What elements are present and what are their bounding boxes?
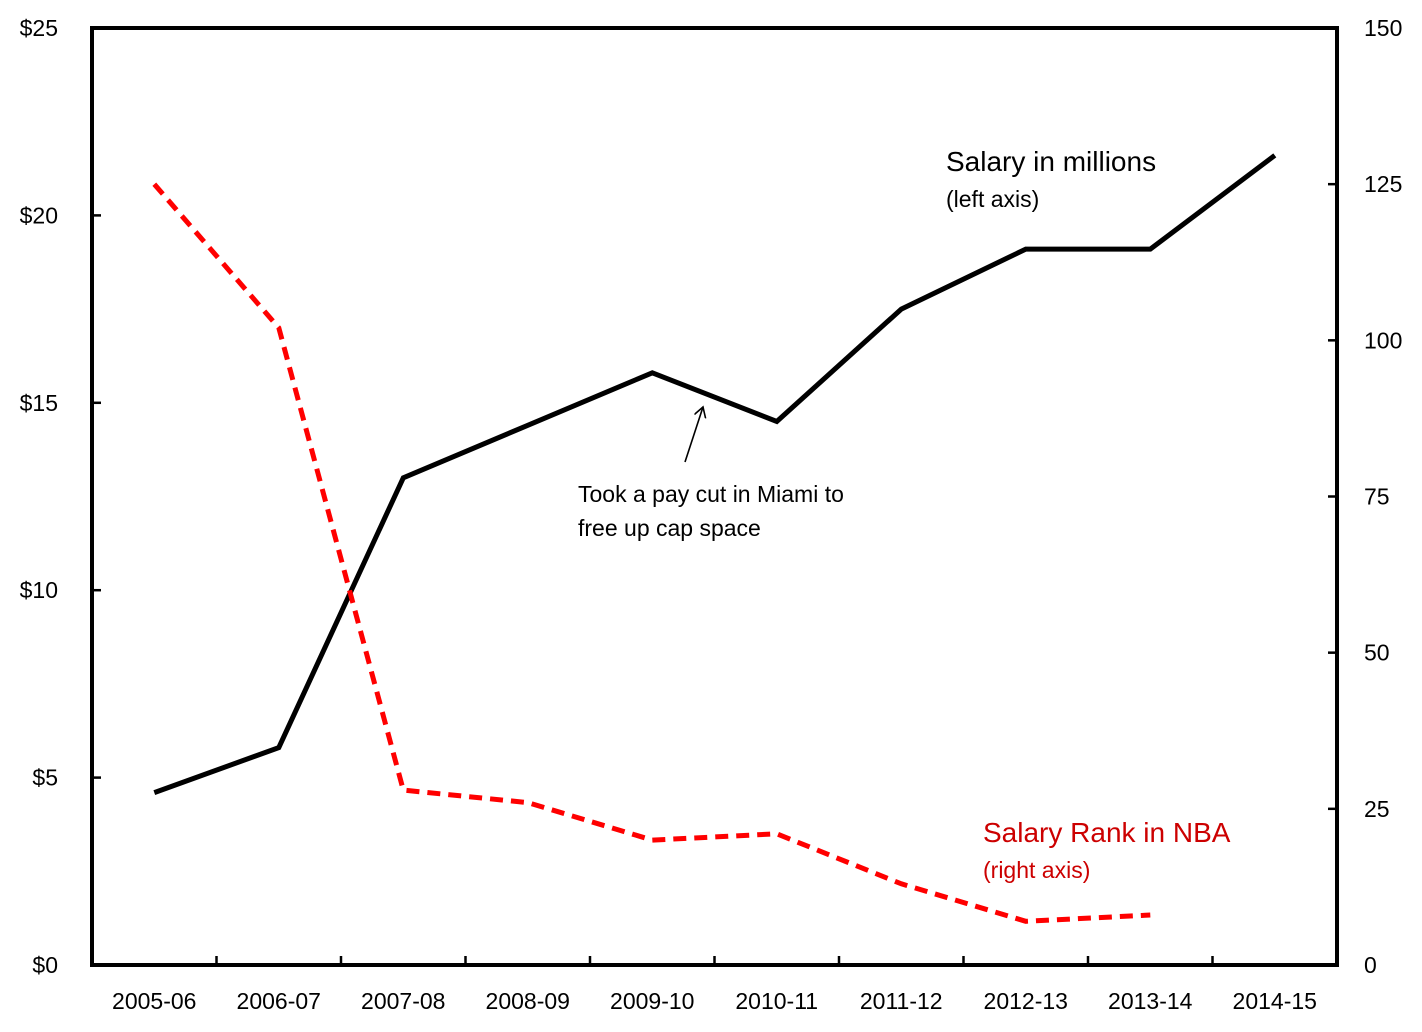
rank-series-label: Salary Rank in NBA <box>983 817 1231 848</box>
right-axis-tick-label: 150 <box>1364 15 1402 41</box>
axes-layer: $0 $5 $10 $15 $20 $25 0 25 50 75 100 125 150 2005-06 2… <box>20 15 1403 1014</box>
right-axis-tick-label: 0 <box>1364 952 1377 978</box>
left-axis-tick-label: $15 <box>20 390 58 416</box>
x-axis-tick-label: 2014-15 <box>1233 988 1317 1014</box>
left-axis-tick-label: $25 <box>20 15 58 41</box>
x-axis-tick-label: 2010-11 <box>735 988 818 1014</box>
x-axis-tick-label: 2007-08 <box>361 988 445 1014</box>
left-axis-tick-label: $20 <box>20 202 58 228</box>
right-axis-tick-label: 125 <box>1364 171 1402 197</box>
salary-series-axis-note: (left axis) <box>946 186 1039 212</box>
x-axis-tick-label: 2013-14 <box>1108 988 1193 1014</box>
left-axis-tick-label: $10 <box>20 577 58 603</box>
pay-cut-note-line-2: free up cap space <box>578 515 761 541</box>
rank-series-axis-note: (right axis) <box>983 857 1090 883</box>
pay-cut-note-line-1: Took a pay cut in Miami to <box>578 481 844 507</box>
pay-cut-arrow <box>684 407 703 463</box>
x-axis-tick-label: 2006-07 <box>237 988 321 1014</box>
right-axis-tick-label: 50 <box>1364 640 1390 666</box>
right-axis-tick-label: 75 <box>1364 484 1390 510</box>
annotation-layer: Salary in millions (left axis) Salary Ra… <box>578 146 1231 883</box>
left-axis-tick-label: $0 <box>32 952 58 978</box>
x-axis-tick-label: 2008-09 <box>486 988 570 1014</box>
salary-series-line <box>153 153 1277 795</box>
series-layer <box>152 153 1277 924</box>
salary-series-label: Salary in millions <box>946 146 1156 177</box>
right-axis-tick-label: 100 <box>1364 327 1402 353</box>
x-axis-tick-label: 2009-10 <box>610 988 694 1014</box>
x-axis-tick-label: 2012-13 <box>984 988 1068 1014</box>
rank-series-line <box>152 182 1151 924</box>
x-axis-tick-label: 2005-06 <box>112 988 196 1014</box>
right-axis-tick-label: 25 <box>1364 796 1390 822</box>
x-axis-tick-label: 2011-12 <box>860 988 943 1014</box>
left-axis-tick-label: $5 <box>32 765 58 791</box>
